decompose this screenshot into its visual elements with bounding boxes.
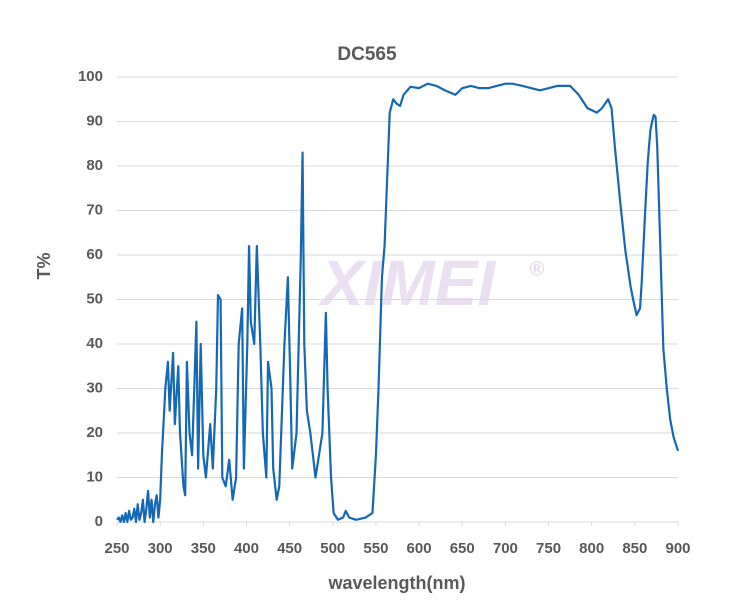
x-tick-label: 300 (148, 540, 173, 557)
data-line (116, 82, 680, 524)
x-tick-label: 750 (536, 540, 561, 557)
x-tick-label: 650 (450, 540, 475, 557)
x-tick-label: 250 (104, 540, 129, 557)
y-axis-label: T% (34, 253, 54, 280)
x-axis-label: wavelength(nm) (327, 573, 465, 593)
chart-title: DC565 (337, 44, 397, 65)
x-tick-label: 350 (191, 540, 216, 557)
y-tick-label: 40 (86, 335, 103, 352)
y-tick-label: 10 (86, 468, 103, 485)
y-tick-label: 0 (95, 513, 103, 530)
watermark-mark: ® (530, 258, 545, 280)
x-tick-label: 550 (363, 540, 388, 557)
y-tick-label: 70 (86, 201, 103, 218)
y-tick-label: 80 (86, 157, 103, 174)
x-tick-label: 700 (493, 540, 518, 557)
x-tick-label: 400 (234, 540, 259, 557)
y-tick-label: 20 (86, 424, 103, 441)
x-tick-label: 500 (320, 540, 345, 557)
x-tick-label: 900 (665, 540, 690, 557)
x-tick-label: 850 (622, 540, 647, 557)
x-tick-label: 600 (407, 540, 432, 557)
watermark: XIMEI (318, 247, 496, 319)
x-tick-label: 450 (277, 540, 302, 557)
y-tick-label: 90 (86, 112, 103, 129)
y-tick-label: 60 (86, 246, 103, 263)
x-tick-label: 800 (579, 540, 604, 557)
y-tick-label: 30 (86, 379, 103, 396)
y-tick-label: 100 (78, 68, 103, 85)
y-tick-label: 50 (86, 290, 103, 307)
